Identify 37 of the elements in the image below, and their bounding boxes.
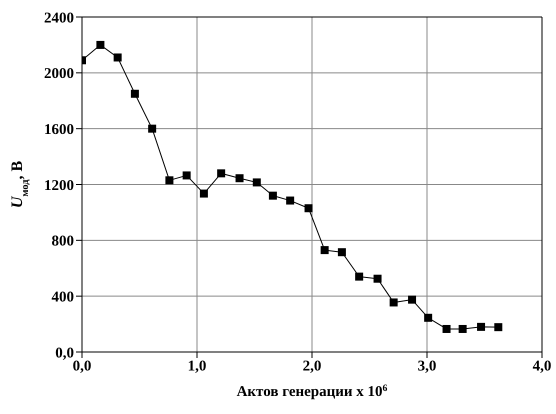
x-tick-label: 2,0 [302, 358, 322, 375]
x-tick-label: 3,0 [418, 358, 436, 375]
point [268, 192, 277, 200]
point [252, 178, 261, 186]
point [424, 314, 432, 322]
point [96, 40, 104, 49]
point [338, 248, 346, 256]
point [458, 324, 467, 333]
point [355, 272, 364, 281]
point [408, 296, 416, 304]
x-tick-label: 0,0 [72, 358, 92, 375]
y-tick-label: 1600 [44, 122, 74, 138]
y-tick-label: 0,0 [55, 345, 74, 362]
point [148, 124, 156, 133]
point [494, 323, 502, 332]
point [217, 169, 226, 178]
point [130, 90, 139, 98]
point [114, 53, 122, 62]
y-tick-label: 1200 [44, 178, 74, 194]
point [442, 324, 451, 333]
y-tick-label: 400 [52, 289, 74, 306]
point [390, 298, 398, 306]
y-tick-label: 2400 [44, 10, 74, 26]
point [236, 174, 244, 182]
point [286, 196, 294, 205]
x-tick-label: 4,0 [532, 358, 552, 375]
point [182, 171, 191, 180]
point [165, 176, 174, 184]
point [304, 204, 313, 212]
x-tick-label: 1,0 [188, 358, 206, 375]
y-tick-label: 2000 [44, 66, 74, 82]
point [200, 190, 208, 198]
x-axis-title: Актов генерации x 10$^{6}$ [236, 382, 388, 400]
point [320, 246, 329, 254]
point [477, 322, 486, 331]
point [374, 274, 382, 283]
y-tick-label: 800 [52, 234, 74, 250]
